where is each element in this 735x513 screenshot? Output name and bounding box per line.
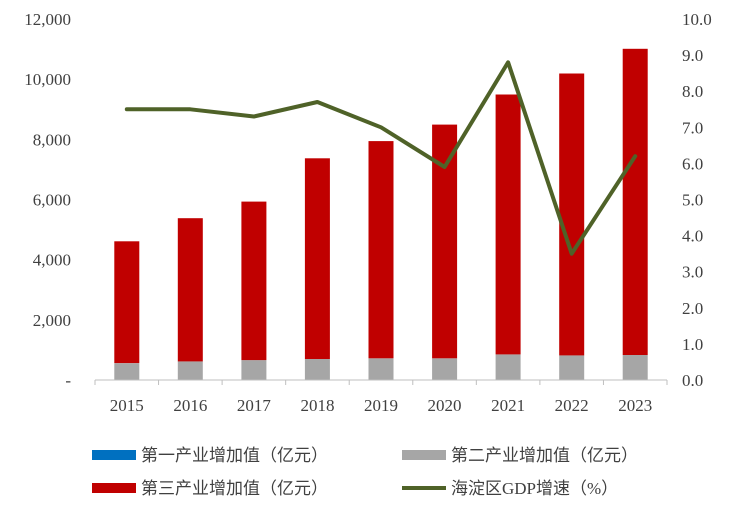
x-tick-label-2023: 2023 (618, 396, 652, 415)
bar-series3-2019 (368, 141, 394, 359)
line-layer (124, 60, 638, 256)
left-y-tick-label: 4,000 (33, 251, 71, 270)
right-y-tick-label: 5.0 (682, 191, 703, 210)
right-y-tick-label: 9.0 (682, 46, 703, 65)
x-tick-label-2017: 2017 (237, 396, 272, 415)
x-tick-label-2015: 2015 (110, 396, 144, 415)
legend: 第一产业增加值（亿元） 第二产业增加值（亿元） 第三产业增加值（亿元） 海淀区GDP增… (92, 446, 638, 498)
x-tick-label-2020: 2020 (428, 396, 462, 415)
legend-label-1: 第一产业增加值（亿元） (141, 446, 328, 465)
right-y-tick-label: 2.0 (682, 299, 703, 318)
bar-series2-2017 (241, 360, 267, 380)
left-y-tick-label: 10,000 (24, 70, 71, 89)
line-series-gdp-growth (124, 60, 638, 256)
right-y-tick-label: 6.0 (682, 154, 703, 173)
x-tick-label-2022: 2022 (555, 396, 589, 415)
bar-series2-2018 (304, 358, 330, 380)
legend-label-2: 第二产业增加值（亿元） (451, 446, 638, 465)
legend-label-4: 海淀区GDP增速（%） (451, 479, 618, 498)
right-y-tick-label: 0.0 (682, 371, 703, 390)
axes-layer: 2015 2016 2017 2018 2019 2020 2021 2022 2023 - 2,0… (24, 10, 712, 415)
bar-series3-2022 (559, 73, 585, 356)
right-y-tick-label: 1.0 (682, 335, 703, 354)
bar-series3-2015 (114, 241, 140, 364)
legend-label-3: 第三产业增加值（亿元） (141, 479, 328, 498)
bar-series2-2019 (368, 358, 394, 380)
bar-series3-2021 (495, 94, 521, 355)
left-y-tick-label: 2,000 (33, 311, 71, 330)
x-tick-label-2016: 2016 (173, 396, 207, 415)
bar-series2-2023 (622, 355, 648, 380)
left-y-tick-label: 12,000 (24, 10, 71, 29)
left-y-tick-label: 6,000 (33, 191, 71, 210)
right-y-tick-label: 10.0 (682, 10, 712, 29)
bar-series3-2017 (241, 201, 267, 361)
left-y-tick-label: 8,000 (33, 130, 71, 149)
bar-series3-2023 (622, 48, 648, 356)
legend-swatch-3 (92, 483, 136, 493)
legend-swatch-2 (402, 450, 446, 460)
bar-series2-2015 (114, 363, 140, 380)
x-tick-label-2021: 2021 (491, 396, 525, 415)
bar-series2-2021 (495, 354, 521, 380)
bar-series3-2016 (177, 218, 203, 362)
bar-series2-2022 (559, 355, 585, 380)
bar-series2-2020 (432, 358, 458, 380)
bars-layer (114, 48, 648, 380)
x-tick-label-2019: 2019 (364, 396, 398, 415)
left-y-tick-label: - (65, 371, 71, 390)
bar-series3-2018 (304, 158, 330, 359)
right-y-tick-label: 3.0 (682, 263, 703, 282)
right-y-tick-label: 8.0 (682, 82, 703, 101)
x-tick-label-2018: 2018 (300, 396, 334, 415)
bar-series2-2016 (177, 361, 203, 380)
right-y-tick-label: 7.0 (682, 118, 703, 137)
legend-swatch-1 (92, 450, 136, 460)
right-y-tick-label: 4.0 (682, 227, 703, 246)
